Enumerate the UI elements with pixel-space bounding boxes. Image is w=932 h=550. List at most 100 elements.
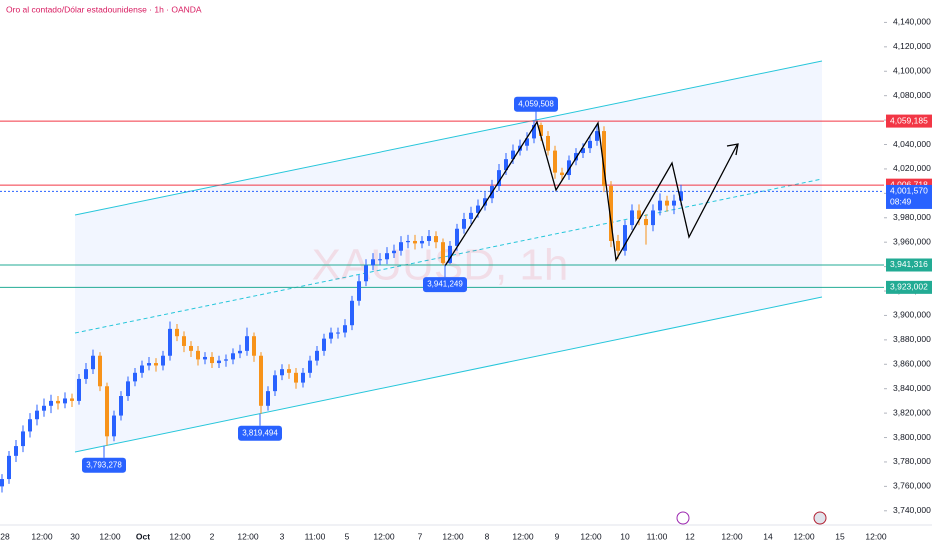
x-tick-label: 14 [763,531,773,541]
candle-body [259,355,263,406]
price-label: 4,059,185 [890,115,928,125]
y-tick-label: 4,040,000 [893,139,931,149]
x-tick-label: 28 [0,531,10,541]
x-tick-label: 9 [555,531,560,541]
candle-body [21,431,25,447]
candle-body [301,372,305,383]
y-tick-label: 3,840,000 [893,383,931,393]
price-label: 4,001,570 [890,186,928,196]
candle-body [469,212,473,219]
candle-body [140,365,144,373]
x-tick-label: 3 [280,531,285,541]
x-tick-label: 12:00 [99,531,121,541]
candle-body [0,479,4,487]
x-tick-label: 15 [835,531,845,541]
candle-body [602,131,606,187]
candle-body [280,369,284,376]
candle-body [84,369,88,379]
candle-body [308,360,312,373]
x-tick-label: 12:00 [237,531,259,541]
price-label-box [886,184,932,209]
candle-body [553,150,557,173]
candle-body [364,265,368,282]
annotation-label: 4,059,508 [518,99,554,108]
y-tick-label: 3,780,000 [893,456,931,466]
x-tick-label: 12:00 [865,531,887,541]
x-tick-label: 11:00 [305,531,326,541]
x-tick-label: 12:00 [373,531,395,541]
x-tick-label: 12 [685,531,695,541]
channel-lower [74,296,823,453]
candle-body [294,372,298,383]
candle-body [28,419,32,432]
candle-body [406,240,410,243]
price-label-box [886,114,932,128]
price-label: 3,923,002 [890,282,928,292]
candle-body [35,410,39,420]
x-tick-label: 12:00 [31,531,53,541]
candle-body [427,236,431,241]
flag-icon[interactable] [813,511,827,525]
candle-body [413,240,417,244]
candle-body [56,400,60,404]
candle-body [392,250,396,254]
candle-body [154,363,158,366]
annotation-box [238,425,282,441]
candle-body [399,242,403,251]
x-tick-label: 12:00 [721,531,743,541]
candle-body [665,200,669,206]
candle-body [623,225,627,251]
candle-body [483,198,487,206]
y-tick-label: 3,860,000 [893,359,931,369]
chart-title: Oro al contado/Dólar estadounidense · 1h… [6,4,202,14]
x-tick-label: 5 [345,531,350,541]
candle-body [350,300,354,326]
candle-body [161,355,165,366]
candle-body [539,124,543,136]
x-tick-label: 12:00 [442,531,464,541]
candle-body [511,150,515,160]
x-tick-label: 12:00 [512,531,534,541]
y-tick-label: 3,800,000 [893,432,931,442]
price-label-box [886,258,932,272]
x-tick-label: 10 [620,531,630,541]
y-tick-label: 3,740,000 [893,505,931,515]
candle-body [630,210,634,226]
x-tick-label: 12:00 [169,531,191,541]
x-tick-label: 12:00 [793,531,815,541]
candle-body [434,236,438,243]
x-tick-label: Oct [136,531,150,541]
candle-body [147,363,151,366]
price-label-box [886,280,932,294]
candle-body [595,131,599,141]
y-tick-label: 3,900,000 [893,310,931,320]
candle-body [343,325,347,333]
candle-body [574,153,578,161]
candle-body [448,245,452,263]
y-tick-label: 4,020,000 [893,163,931,173]
candle-body [462,218,466,229]
candle-body [504,159,508,171]
candle-body [203,356,207,360]
annotation-label: 3,819,494 [242,428,278,437]
candle-body [252,336,256,356]
candle-body [546,135,550,151]
candle-body [651,210,655,226]
channel-upper [74,60,823,216]
annotation-box [423,277,467,293]
candle-body [14,446,18,456]
y-tick-label: 4,140,000 [893,17,931,27]
candle-body [658,200,662,211]
x-tick-label: 2 [210,531,215,541]
candle-body [385,253,389,260]
candle-body [133,372,137,382]
candle-body [224,359,228,361]
y-tick-label: 4,120,000 [893,41,931,51]
candle-body [210,356,214,364]
event-icon[interactable] [676,511,690,525]
candle-body [175,328,179,337]
candle-body [322,338,326,351]
